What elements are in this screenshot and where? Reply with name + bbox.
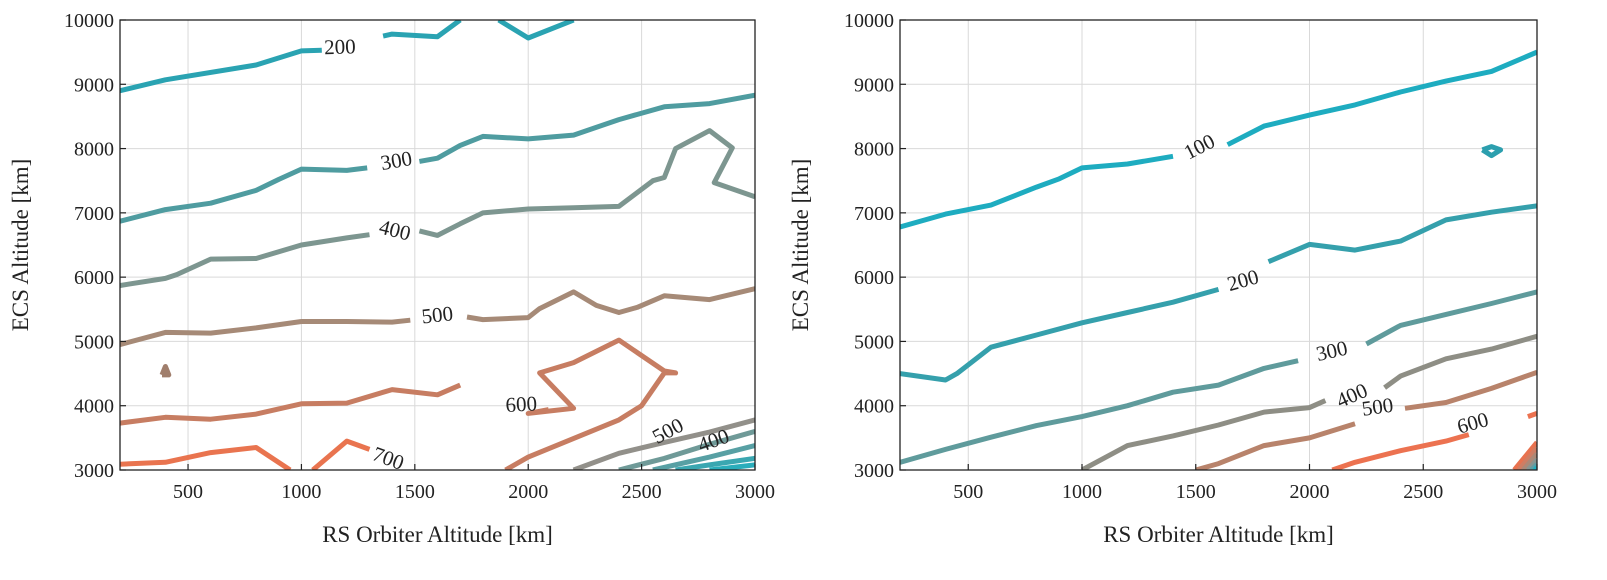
contour-line-400 xyxy=(1080,398,1327,470)
x-axis-label: RS Orbiter Altitude [km] xyxy=(1103,522,1334,547)
contour-line-700 xyxy=(311,438,371,470)
y-tick-label: 10000 xyxy=(844,10,894,32)
contour-label: 600 xyxy=(1454,407,1491,439)
contour-line-100 xyxy=(1226,49,1537,147)
contour-line-200 xyxy=(900,286,1220,383)
y-tick-label: 9000 xyxy=(74,74,114,96)
contour-line-300 xyxy=(1365,289,1537,347)
contour-line-unlabeled xyxy=(675,455,755,470)
contour-line-500 xyxy=(120,317,411,348)
contour-line-200 xyxy=(382,20,462,40)
contour-line-unlabeled xyxy=(1526,458,1537,470)
x-tick-label: 500 xyxy=(173,481,203,503)
plot-frame xyxy=(899,19,1538,471)
contour-line-200 xyxy=(497,20,575,41)
x-axis-label: RS Orbiter Altitude [km] xyxy=(322,522,553,547)
y-tick-label: 4000 xyxy=(74,396,114,418)
y-tick-label: 7000 xyxy=(854,203,894,225)
contour-line-unlabeled xyxy=(572,417,755,470)
contour-line-500 xyxy=(466,286,755,323)
y-tick-label: 8000 xyxy=(74,139,114,161)
contour-line-unlabeled xyxy=(159,364,172,378)
x-tick-label: 1000 xyxy=(1062,481,1102,503)
x-tick-label: 1500 xyxy=(395,481,435,503)
x-tick-label: 1000 xyxy=(281,481,321,503)
x-tick-label: 1500 xyxy=(1176,481,1216,503)
contour-label: 300 xyxy=(1314,336,1350,366)
contour-line-500 xyxy=(1404,369,1537,411)
y-tick-label: 10000 xyxy=(64,10,114,32)
contour-line-400 xyxy=(1383,333,1537,390)
x-tick-label: 2000 xyxy=(1290,481,1330,503)
contour-label: 400 xyxy=(377,215,413,246)
y-tick-label: 5000 xyxy=(74,331,114,353)
contour-line-400 xyxy=(120,232,370,288)
contour-line-300 xyxy=(120,165,368,224)
y-tick-label: 4000 xyxy=(854,396,894,418)
contour-line-500 xyxy=(1195,421,1356,470)
y-tick-label: 8000 xyxy=(854,139,894,161)
contour-line-unlabeled xyxy=(1481,144,1504,159)
y-tick-label: 5000 xyxy=(854,331,894,353)
contour-line-200 xyxy=(1267,203,1537,265)
contour-line-100 xyxy=(900,153,1174,230)
contour-line-unlabeled xyxy=(709,462,755,470)
contour-label: 600 xyxy=(505,391,538,417)
y-tick-label: 3000 xyxy=(854,460,894,482)
contour-group xyxy=(900,49,1537,470)
contour-line-600 xyxy=(504,337,679,470)
contour-line-600 xyxy=(120,382,462,426)
x-tick-label: 3000 xyxy=(1517,481,1557,503)
contour-label: 300 xyxy=(379,146,414,175)
x-tick-label: 2000 xyxy=(508,481,548,503)
contour-line-300 xyxy=(418,92,755,164)
contour-line-unlabeled xyxy=(1512,440,1537,470)
y-tick-label: 9000 xyxy=(854,74,894,96)
x-tick-label: 2500 xyxy=(622,481,662,503)
contour-label: 100 xyxy=(1180,129,1219,165)
x-tick-label: 500 xyxy=(953,481,983,503)
contour-line-unlabeled xyxy=(1521,452,1537,470)
contour-label: 200 xyxy=(1225,264,1262,296)
y-tick-label: 6000 xyxy=(854,267,894,289)
contour-line-600 xyxy=(1527,411,1537,419)
y-tick-label: 7000 xyxy=(74,203,114,225)
contour-label: 200 xyxy=(324,34,356,59)
contour-line-200 xyxy=(120,47,322,94)
contour-line-unlabeled xyxy=(652,443,755,470)
contour-label: 500 xyxy=(1360,393,1395,421)
contour-line-400 xyxy=(418,128,755,238)
contour-line-700 xyxy=(120,445,292,470)
contour-label: 500 xyxy=(420,301,454,328)
contour-group xyxy=(120,20,755,470)
x-tick-label: 3000 xyxy=(735,481,775,503)
x-tick-label: 2500 xyxy=(1403,481,1443,503)
y-tick-label: 3000 xyxy=(74,460,114,482)
contour-line-600 xyxy=(1331,432,1470,470)
contour-line-unlabeled xyxy=(1516,446,1537,470)
plot-frame xyxy=(119,19,756,471)
y-axis-label: ECS Altitude [km] xyxy=(788,159,813,332)
y-axis-label: ECS Altitude [km] xyxy=(8,159,33,332)
contour-line-300 xyxy=(900,358,1299,465)
y-tick-label: 6000 xyxy=(74,267,114,289)
